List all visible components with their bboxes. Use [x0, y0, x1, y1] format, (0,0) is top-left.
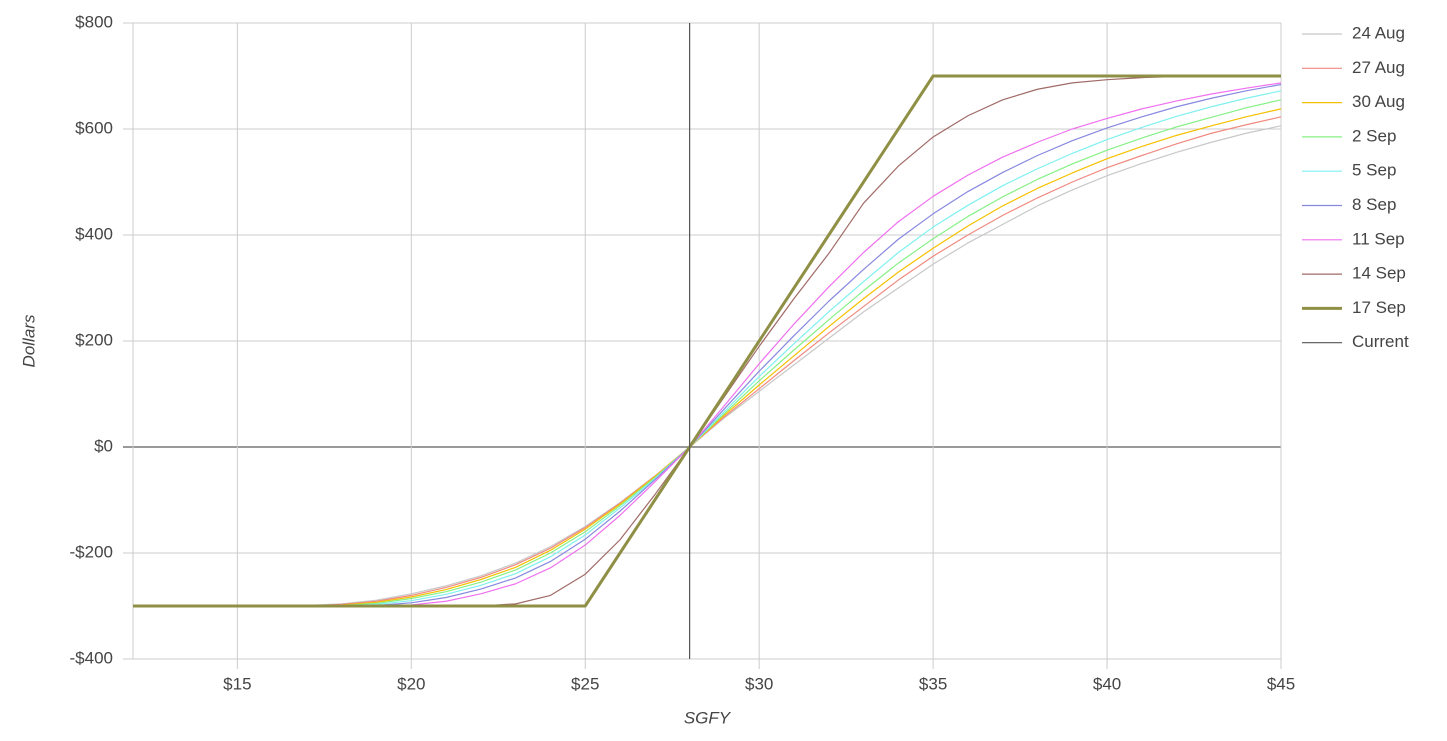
- legend-label: 5 Sep: [1352, 161, 1396, 180]
- legend-label: 17 Sep: [1352, 298, 1406, 317]
- legend-label: 8 Sep: [1352, 195, 1396, 214]
- legend-label: 30 Aug: [1352, 92, 1405, 111]
- legend-label: Current: [1352, 332, 1409, 351]
- x-tick-label: $15: [223, 674, 251, 693]
- x-tick-label: $45: [1267, 674, 1295, 693]
- y-tick-label: -$200: [70, 542, 113, 561]
- y-tick-label: $800: [75, 12, 113, 31]
- y-tick-label: $200: [75, 330, 113, 349]
- y-axis-title: Dollars: [19, 314, 38, 367]
- series-line: [133, 74, 1281, 608]
- y-tick-label: $400: [75, 224, 113, 243]
- x-tick-label: $25: [571, 674, 599, 693]
- y-tick-label: -$400: [70, 648, 113, 667]
- legend-label: 27 Aug: [1352, 58, 1405, 77]
- x-tick-label: $20: [397, 674, 425, 693]
- x-tick-label: $30: [745, 674, 773, 693]
- y-tick-label: $600: [75, 118, 113, 137]
- legend-label: 2 Sep: [1352, 126, 1396, 145]
- x-tick-label: $35: [919, 674, 947, 693]
- legend-label: 14 Sep: [1352, 264, 1406, 283]
- legend-label: 24 Aug: [1352, 23, 1405, 42]
- legend-label: 11 Sep: [1352, 229, 1405, 248]
- x-tick-label: $40: [1093, 674, 1121, 693]
- y-tick-label: $0: [94, 436, 113, 455]
- x-axis-title: SGFY: [684, 708, 732, 727]
